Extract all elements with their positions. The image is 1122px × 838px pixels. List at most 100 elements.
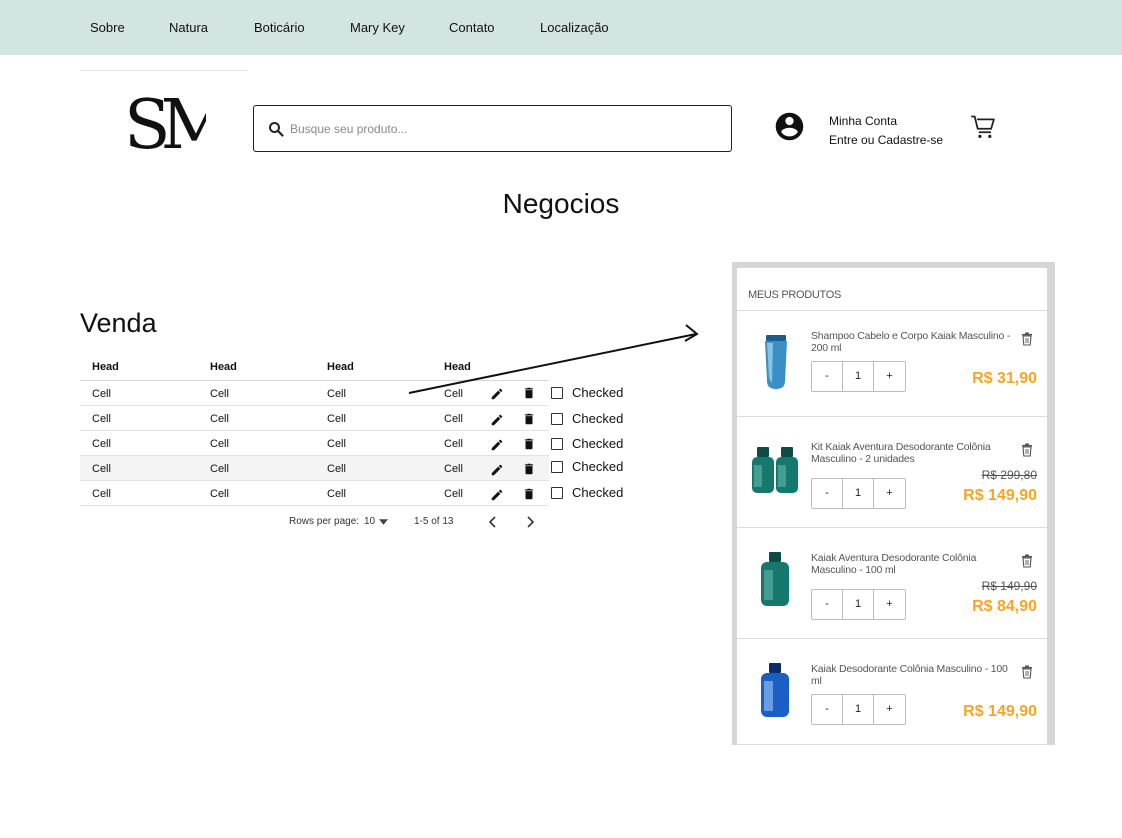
table-cell: Cell <box>92 388 111 400</box>
chevron-left-icon[interactable] <box>488 516 498 528</box>
checkbox-label: Checked <box>572 436 624 451</box>
account-title: Minha Conta <box>829 114 898 128</box>
product-image-kaiak-classic <box>761 663 789 717</box>
column-header[interactable]: Head <box>92 361 119 373</box>
qty-increase-button[interactable]: + <box>886 370 893 382</box>
delete-icon[interactable] <box>522 412 536 426</box>
pagination-range: 1-5 of 13 <box>414 516 454 527</box>
qty-value[interactable]: 1 <box>843 590 874 619</box>
product-price: R$ 84,90 <box>972 598 1037 615</box>
row-checkbox[interactable] <box>551 461 563 473</box>
table-cell: Cell <box>210 388 229 400</box>
table-cell: Cell <box>327 438 346 450</box>
trash-icon[interactable] <box>1021 332 1033 346</box>
table-cell: Cell <box>92 413 111 425</box>
table-cell: Cell <box>92 438 111 450</box>
table-cell: Cell <box>444 488 463 500</box>
qty-decrease-button[interactable]: - <box>812 362 843 391</box>
logo-divider <box>80 70 248 71</box>
product-image-kit <box>752 447 798 493</box>
logo-text: SM <box>124 90 206 156</box>
caret-down-icon[interactable] <box>379 519 388 525</box>
product-old-price: R$ 149,90 <box>981 579 1037 593</box>
product-image-shampoo <box>765 335 787 389</box>
brand-logo[interactable]: SM <box>122 90 206 156</box>
edit-icon[interactable] <box>490 488 504 502</box>
table-row[interactable]: Cell Cell Cell Cell <box>80 456 549 481</box>
trash-icon[interactable] <box>1021 665 1033 679</box>
account-icon[interactable] <box>773 110 806 143</box>
cart-list: MEUS PRODUTOS Shampoo Cabelo e Corpo Kai… <box>737 268 1047 745</box>
qty-decrease-button[interactable]: - <box>812 479 843 508</box>
cart-icon[interactable] <box>968 113 1000 141</box>
table-row[interactable]: Cell Cell Cell Cell <box>80 431 549 456</box>
edit-icon[interactable] <box>490 413 504 427</box>
table-row[interactable]: Cell Cell Cell Cell <box>80 406 549 431</box>
checkbox-label: Checked <box>572 459 624 474</box>
qty-decrease-button[interactable]: - <box>812 695 843 724</box>
column-header[interactable]: Head <box>444 361 471 373</box>
delete-icon[interactable] <box>522 386 536 400</box>
product-name[interactable]: Kaiak Aventura Desodorante Colônia Mascu… <box>811 552 977 576</box>
chevron-right-icon[interactable] <box>525 516 535 528</box>
divider <box>737 744 1047 745</box>
qty-increase-button[interactable]: + <box>886 487 893 499</box>
rows-per-page-label: Rows per page: <box>289 516 360 527</box>
row-checkbox[interactable] <box>551 438 563 450</box>
table-cell: Cell <box>210 488 229 500</box>
nav-item-sobre[interactable]: Sobre <box>90 20 125 35</box>
table-cell: Cell <box>92 488 111 500</box>
quantity-stepper: - 1 + <box>811 478 906 509</box>
table-cell: Cell <box>327 488 346 500</box>
delete-icon[interactable] <box>522 437 536 451</box>
table-cell: Cell <box>444 463 463 475</box>
trash-icon[interactable] <box>1021 554 1033 568</box>
table-cell: Cell <box>210 438 229 450</box>
nav-item-contato[interactable]: Contato <box>449 20 495 35</box>
trash-icon[interactable] <box>1021 443 1033 457</box>
account-link[interactable]: Minha Conta Entre ou Cadastre-se <box>829 112 943 150</box>
nav-item-boticario[interactable]: Boticário <box>254 20 305 35</box>
edit-icon[interactable] <box>490 438 504 452</box>
rows-per-page-select[interactable]: 10 <box>364 516 376 527</box>
qty-value[interactable]: 1 <box>843 479 874 508</box>
search-box[interactable] <box>253 105 732 152</box>
quantity-stepper: - 1 + <box>811 589 906 620</box>
checkbox-label: Checked <box>572 485 624 500</box>
checkbox-label: Checked <box>572 385 624 400</box>
search-input[interactable] <box>290 116 710 142</box>
cart-item: Shampoo Cabelo e Corpo Kaiak Masculino -… <box>737 311 1047 422</box>
qty-decrease-button[interactable]: - <box>812 590 843 619</box>
product-name[interactable]: Kit Kaiak Aventura Desodorante Colônia M… <box>811 441 991 465</box>
delete-icon[interactable] <box>522 487 536 501</box>
top-nav-bar: Sobre Natura Boticário Mary Key Contato … <box>0 0 1122 55</box>
qty-value[interactable]: 1 <box>843 362 874 391</box>
qty-increase-button[interactable]: + <box>886 598 893 610</box>
edit-icon[interactable] <box>490 387 504 401</box>
nav-item-localizacao[interactable]: Localização <box>540 20 609 35</box>
table-cell: Cell <box>327 413 346 425</box>
qty-increase-button[interactable]: + <box>886 703 893 715</box>
product-name[interactable]: Shampoo Cabelo e Corpo Kaiak Masculino -… <box>811 330 1011 354</box>
account-subtitle: Entre ou Cadastre-se <box>829 133 944 147</box>
table-cell: Cell <box>92 463 111 475</box>
row-checkbox[interactable] <box>551 387 563 399</box>
quantity-stepper: - 1 + <box>811 694 906 725</box>
cart-item: Kit Kaiak Aventura Desodorante Colônia M… <box>737 417 1047 528</box>
qty-value[interactable]: 1 <box>843 695 874 724</box>
edit-icon[interactable] <box>490 463 504 477</box>
product-price: R$ 149,90 <box>963 703 1037 720</box>
row-checkbox[interactable] <box>551 487 563 499</box>
table-cell: Cell <box>327 463 346 475</box>
table-header-row: Head Head Head Head <box>80 355 549 381</box>
nav-item-mary-key[interactable]: Mary Key <box>350 20 405 35</box>
product-name[interactable]: Kaiak Desodorante Colônia Masculino - 10… <box>811 663 1008 687</box>
row-checkbox[interactable] <box>551 413 563 425</box>
table-row[interactable]: Cell Cell Cell Cell <box>80 381 549 406</box>
delete-icon[interactable] <box>522 462 536 476</box>
column-header[interactable]: Head <box>327 361 354 373</box>
nav-item-natura[interactable]: Natura <box>169 20 209 35</box>
table-row[interactable]: Cell Cell Cell Cell <box>80 481 549 506</box>
annotation-arrow <box>408 324 699 394</box>
column-header[interactable]: Head <box>210 361 237 373</box>
